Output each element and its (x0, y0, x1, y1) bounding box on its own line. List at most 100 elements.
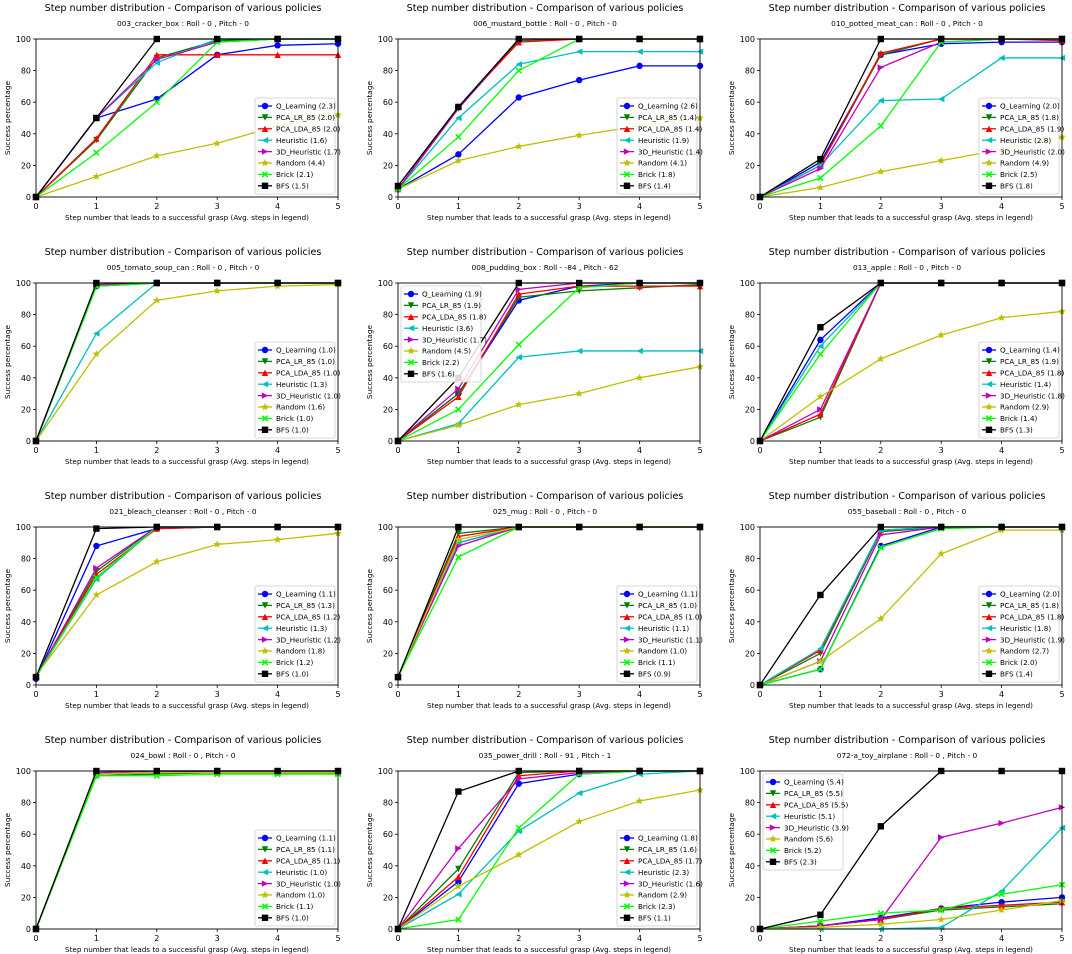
legend-marker (623, 846, 631, 853)
legend-entry: 3D_Heuristic (2.0) (1000, 147, 1065, 156)
legend-entry: Q_Learning (1.0) (276, 346, 336, 355)
legend-entry: Brick (1.1) (276, 902, 314, 911)
data-point (514, 400, 523, 408)
legend-entry: Heuristic (3.6) (422, 324, 473, 333)
legend-marker (985, 625, 993, 632)
data-point (877, 97, 884, 104)
data-point (817, 917, 824, 925)
x-axis-label: Step number that leads to a successful g… (427, 213, 671, 222)
x-tick-label: 5 (1059, 202, 1064, 211)
data-point (274, 51, 281, 58)
x-tick-label: 4 (637, 690, 642, 699)
y-tick-label: 20 (21, 649, 31, 658)
legend: Q_Learning (5.4) PCA_LR_85 (5.5) PCA_LDA_8… (762, 773, 849, 871)
legend-entry: Random (4.9) (1000, 159, 1049, 168)
chart-panel-10: Step number distribution - Comparison of… (365, 735, 704, 954)
legend-box (400, 285, 482, 383)
x-tick-label: 2 (516, 690, 521, 699)
chart-subtitle: 005_tomato_soup_can : Roll - 0 , Pitch -… (107, 263, 260, 272)
legend-entry: Q_Learning (2.0) (1000, 102, 1060, 111)
legend-marker (985, 670, 993, 677)
legend-entry: Heuristic (1.6) (276, 136, 327, 145)
legend-entry: PCA_LDA_85 (1.8) (1000, 369, 1064, 378)
data-point (877, 531, 884, 539)
x-tick-label: 2 (878, 446, 883, 455)
y-tick-label: 0 (26, 681, 31, 690)
legend-entry: Random (2.9) (1000, 403, 1049, 412)
legend-entry: 3D_Heuristic (1.2) (276, 635, 341, 644)
y-axis-label: Success percentage (3, 80, 12, 155)
chart-title: Step number distribution - Comparison of… (45, 735, 322, 746)
legend-entry: Random (1.6) (276, 403, 325, 412)
x-tick-label: 0 (757, 202, 762, 211)
data-point (455, 788, 462, 795)
legend-entry: 3D_Heuristic (1.7) (276, 147, 341, 156)
legend: Q_Learning (1.1) PCA_LR_85 (1.1) PCA_LDA_8… (254, 829, 341, 927)
legend-entry: 3D_Heuristic (1.4) (638, 147, 703, 156)
x-axis-label: Step number that leads to a successful g… (789, 701, 1033, 710)
x-tick-label: 2 (516, 446, 521, 455)
series-line (759, 41, 1062, 198)
data-point (877, 916, 884, 923)
x-tick-label: 3 (577, 934, 582, 943)
legend-marker (407, 370, 415, 377)
y-tick-label: 40 (21, 130, 31, 139)
y-tick-label: 100 (16, 35, 31, 44)
legend: Q_Learning (2.0) PCA_LR_85 (1.8) PCA_LDA_8… (978, 97, 1065, 195)
series-line (35, 54, 338, 198)
legend-entry: Q_Learning (5.4) (784, 778, 844, 787)
y-axis-label: Success percentage (727, 80, 736, 155)
legend-entry: Q_Learning (1.1) (638, 590, 698, 599)
legend-entry: BFS (1.8) (1000, 182, 1033, 191)
y-tick-label: 40 (745, 130, 755, 139)
legend-entry: PCA_LR_85 (5.5) (784, 789, 843, 798)
data-point (92, 172, 101, 180)
legend-box (978, 585, 1060, 683)
legend-marker (623, 590, 631, 598)
x-tick-label: 3 (215, 202, 220, 211)
series-line (397, 285, 700, 442)
chart-subtitle: 072-a_toy_airplane : Roll - 0 , Pitch - … (837, 751, 978, 760)
data-point (817, 165, 824, 172)
legend-marker (623, 891, 631, 899)
y-axis-label: Success percentage (3, 324, 12, 399)
y-tick-label: 60 (745, 98, 755, 107)
data-point (817, 350, 824, 358)
legend-entry: 3D_Heuristic (1.0) (276, 391, 341, 400)
legend-box (762, 773, 844, 871)
data-point (454, 882, 463, 890)
data-point (876, 920, 885, 928)
y-tick-label: 40 (383, 862, 393, 871)
legend-marker (261, 137, 269, 144)
chart-subtitle: 024_bowl : Roll - 0 , Pitch - 0 (131, 751, 236, 760)
x-tick-label: 1 (94, 934, 99, 943)
x-tick-label: 4 (999, 934, 1004, 943)
series-line (397, 366, 701, 442)
x-tick-label: 3 (939, 446, 944, 455)
legend-entry: PCA_LR_85 (1.8) (1000, 113, 1059, 122)
legend-marker (261, 346, 269, 354)
x-tick-label: 0 (395, 934, 400, 943)
x-tick-label: 1 (456, 202, 461, 211)
x-tick-label: 5 (697, 934, 702, 943)
legend-entry: 3D_Heuristic (1.6) (638, 879, 703, 888)
legend-entry: Random (4.5) (422, 347, 471, 356)
x-tick-label: 4 (999, 446, 1004, 455)
data-point (816, 657, 825, 665)
x-tick-label: 4 (275, 202, 280, 211)
data-point (575, 817, 584, 825)
data-point (93, 542, 100, 550)
x-tick-label: 0 (395, 446, 400, 455)
x-tick-label: 5 (335, 446, 340, 455)
legend-entry: BFS (1.3) (1000, 426, 1033, 435)
x-tick-label: 5 (335, 202, 340, 211)
legend-entry: Random (1.0) (638, 647, 687, 656)
legend-marker (623, 613, 631, 620)
legend-marker (623, 148, 631, 155)
legend-entry: PCA_LR_85 (2.0) (276, 113, 335, 122)
x-tick-label: 1 (818, 202, 823, 211)
data-point (937, 156, 946, 164)
x-tick-label: 0 (395, 690, 400, 699)
y-tick-label: 80 (21, 799, 31, 808)
legend-marker (623, 647, 631, 655)
